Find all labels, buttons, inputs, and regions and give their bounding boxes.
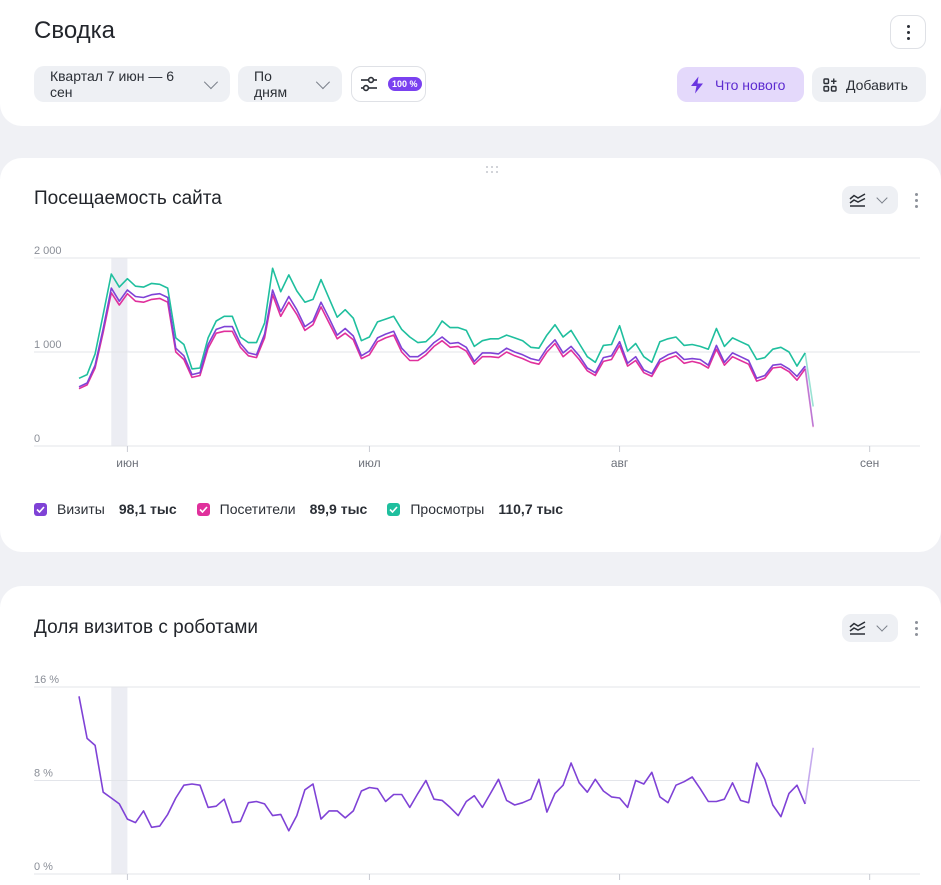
- page-title: Сводка: [34, 17, 116, 44]
- drag-handle-icon[interactable]: [486, 166, 498, 174]
- legend-item-visits[interactable]: Визиты 98,1 тыс: [34, 501, 177, 517]
- chart-type-icon: [849, 193, 866, 207]
- legend-value-visitors: 89,9 тыс: [309, 501, 368, 517]
- chevron-down-icon: [204, 74, 219, 89]
- y-tick-label: 16 %: [34, 674, 59, 686]
- traffic-chart-type-button[interactable]: [842, 186, 898, 214]
- grouping-label: По дням: [254, 68, 288, 100]
- lightning-icon: [691, 76, 703, 93]
- add-label: Добавить: [846, 76, 908, 93]
- robots-widget-title: Доля визитов с роботами: [34, 617, 259, 638]
- series-partial-segment-0: [804, 352, 814, 407]
- x-tick-label: июн: [116, 456, 138, 470]
- legend-label-visits: Визиты: [57, 501, 105, 517]
- x-tick-label: сен: [860, 456, 879, 470]
- legend-value-visits: 98,1 тыс: [118, 501, 177, 517]
- period-select[interactable]: Квартал 7 июн — 6 сен: [34, 66, 230, 102]
- add-widget-button[interactable]: Добавить: [812, 67, 926, 102]
- legend-label-visitors: Посетители: [219, 501, 296, 517]
- add-widget-icon: [823, 77, 837, 92]
- sampling-badge: 100 %: [388, 77, 422, 91]
- traffic-chart: 0 1 000 2 000 июн июл авг сен: [34, 245, 920, 470]
- traffic-widget-title: Посещаемость сайта: [34, 188, 222, 209]
- legend-value-pageviews: 110,7 тыс: [498, 501, 564, 517]
- series-line-0: [78, 696, 806, 832]
- y-tick-label: 2 000: [34, 245, 62, 257]
- y-tick-label: 0 %: [34, 861, 53, 873]
- sliders-icon: [361, 76, 377, 92]
- check-icon: [34, 502, 47, 516]
- check-icon: [196, 502, 210, 516]
- period-label: Квартал 7 июн — 6 сен: [50, 68, 175, 100]
- x-tick-label: авг: [611, 456, 629, 470]
- grouping-select[interactable]: По дням: [238, 66, 342, 102]
- traffic-legend: Визиты 98,1 тыс Посетители 89,9 тыс Прос…: [34, 501, 583, 517]
- traffic-widget: Посещаемость сайта 0 1 000 2 000 июн июл авг с…: [0, 158, 941, 552]
- x-tick-label: июл: [358, 456, 380, 470]
- series-partial-segment-2: [804, 365, 814, 427]
- y-tick-label: 8 %: [34, 768, 53, 780]
- traffic-more-button[interactable]: [912, 192, 920, 208]
- filters-button[interactable]: 100 %: [351, 66, 426, 102]
- series-partial-segment-1: [804, 368, 814, 428]
- y-tick-label: 1 000: [34, 339, 62, 351]
- chart-type-icon: [849, 621, 866, 635]
- summary-header: Сводка Квартал 7 июн — 6 сен По дням 100…: [0, 0, 941, 126]
- robots-widget: Доля визитов с роботами 0 % 8 % 16 %: [0, 586, 941, 885]
- chevron-down-icon: [316, 74, 331, 89]
- robots-chart: 0 % 8 % 16 %: [34, 674, 920, 880]
- legend-item-visitors[interactable]: Посетители 89,9 тыс: [196, 501, 368, 517]
- whats-new-label: Что нового: [715, 76, 786, 93]
- series-partial-segment-0: [804, 747, 814, 805]
- robots-more-button[interactable]: [912, 620, 920, 636]
- check-icon: [387, 502, 401, 516]
- series-line-1: [78, 292, 806, 390]
- whats-new-button[interactable]: Что нового: [677, 67, 804, 102]
- y-tick-label: 0: [34, 433, 40, 445]
- series-line-2: [78, 287, 806, 388]
- robots-chart-type-button[interactable]: [842, 614, 898, 642]
- legend-label-pageviews: Просмотры: [410, 501, 485, 517]
- legend-item-pageviews[interactable]: Просмотры 110,7 тыс: [387, 501, 563, 517]
- header-more-button[interactable]: [890, 15, 926, 49]
- series-line-0: [78, 267, 806, 380]
- more-vertical-icon: [906, 24, 910, 40]
